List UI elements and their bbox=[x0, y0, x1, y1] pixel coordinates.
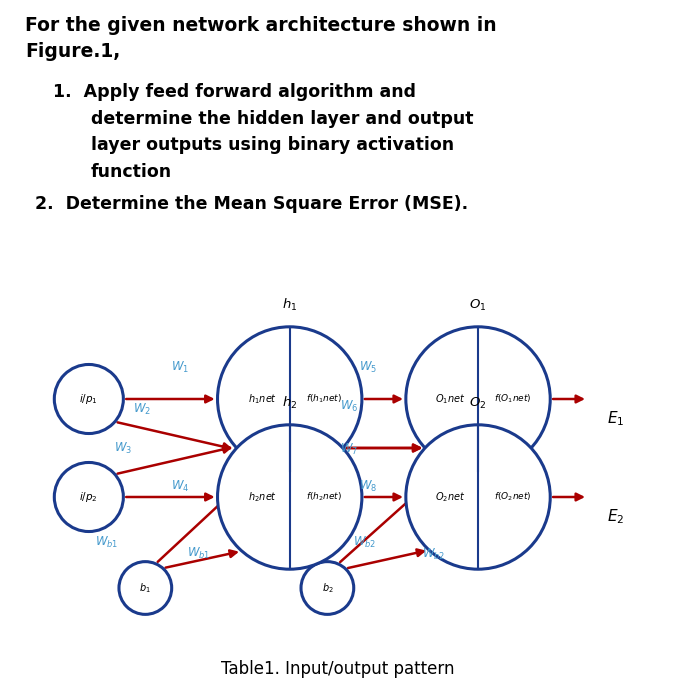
Text: $W_{b2}$: $W_{b2}$ bbox=[354, 535, 377, 550]
Text: $O_1net$: $O_1net$ bbox=[435, 392, 466, 406]
Text: Figure.1,: Figure.1, bbox=[25, 42, 120, 62]
Text: $b_1$: $b_1$ bbox=[140, 581, 151, 595]
Text: $f(O_1net)$: $f(O_1net)$ bbox=[494, 393, 531, 405]
Text: 2.  Determine the Mean Square Error (MSE).: 2. Determine the Mean Square Error (MSE)… bbox=[34, 195, 468, 214]
Text: $W_{b1}$: $W_{b1}$ bbox=[187, 545, 211, 561]
Ellipse shape bbox=[217, 327, 362, 471]
Ellipse shape bbox=[406, 327, 550, 471]
Text: determine the hidden layer and output: determine the hidden layer and output bbox=[91, 110, 474, 128]
Text: $h_2$: $h_2$ bbox=[282, 395, 298, 411]
Text: 1.  Apply feed forward algorithm and: 1. Apply feed forward algorithm and bbox=[53, 83, 416, 102]
Text: $f(h_1net)$: $f(h_1net)$ bbox=[306, 393, 342, 405]
Text: $O_2$: $O_2$ bbox=[469, 395, 487, 411]
Text: $W_1$: $W_1$ bbox=[171, 360, 189, 375]
Text: $W_{b2}$: $W_{b2}$ bbox=[423, 547, 446, 562]
Text: $O_2net$: $O_2net$ bbox=[435, 490, 466, 504]
Ellipse shape bbox=[54, 365, 124, 433]
Text: For the given network architecture shown in: For the given network architecture shown… bbox=[25, 16, 497, 35]
Text: $f(h_2net)$: $f(h_2net)$ bbox=[306, 491, 342, 503]
Text: layer outputs using binary activation: layer outputs using binary activation bbox=[91, 136, 454, 155]
Ellipse shape bbox=[406, 425, 550, 569]
Text: $h_1net$: $h_1net$ bbox=[248, 392, 277, 406]
Text: $W_5$: $W_5$ bbox=[359, 360, 377, 375]
Ellipse shape bbox=[54, 463, 124, 531]
Text: $W_4$: $W_4$ bbox=[171, 479, 189, 494]
Text: $O_1$: $O_1$ bbox=[469, 298, 487, 313]
Text: $E_2$: $E_2$ bbox=[607, 507, 624, 526]
Ellipse shape bbox=[119, 561, 171, 615]
Text: Table1. Input/output pattern: Table1. Input/output pattern bbox=[221, 659, 454, 678]
Text: $W_6$: $W_6$ bbox=[340, 398, 358, 414]
Text: $h_1$: $h_1$ bbox=[282, 297, 298, 313]
Ellipse shape bbox=[301, 561, 354, 615]
Text: $f(O_2net)$: $f(O_2net)$ bbox=[494, 491, 531, 503]
Text: $h_2net$: $h_2net$ bbox=[248, 490, 277, 504]
Ellipse shape bbox=[217, 425, 362, 569]
Text: $i/p_2$: $i/p_2$ bbox=[80, 490, 99, 504]
Text: $W_{b1}$: $W_{b1}$ bbox=[95, 535, 118, 550]
Text: $i/p_1$: $i/p_1$ bbox=[80, 392, 99, 406]
Text: $b_2$: $b_2$ bbox=[321, 581, 333, 595]
Text: $E_1$: $E_1$ bbox=[607, 409, 624, 428]
Text: $W_3$: $W_3$ bbox=[114, 440, 132, 456]
Text: function: function bbox=[91, 163, 172, 181]
Text: $W_2$: $W_2$ bbox=[133, 402, 151, 417]
Text: $W_7$: $W_7$ bbox=[340, 442, 358, 457]
Text: $W_8$: $W_8$ bbox=[359, 479, 377, 494]
